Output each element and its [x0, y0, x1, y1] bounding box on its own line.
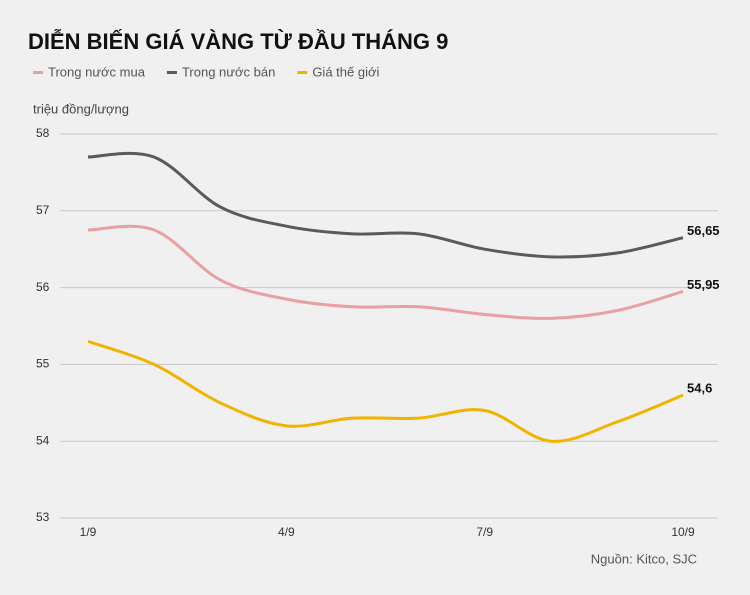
y-tick-label: 53 — [36, 510, 50, 524]
series-line — [87, 339, 684, 443]
x-tick-label: 10/9 — [671, 525, 695, 539]
legend-label: Trong nước bán — [182, 64, 275, 79]
x-tick-label: 7/9 — [476, 525, 493, 539]
y-tick-label: 55 — [36, 357, 50, 371]
value-label: 54,6 — [687, 381, 712, 396]
x-tick-label: 4/9 — [278, 525, 295, 539]
legend-swatch — [297, 71, 308, 74]
value-label: 55,95 — [687, 277, 720, 292]
y-tick-label: 57 — [36, 203, 50, 217]
legend-label: Giá thế giới — [312, 64, 379, 79]
legend-swatch — [166, 71, 177, 74]
series-line — [87, 224, 684, 320]
y-axis-label: triệu đồng/lượng — [33, 101, 129, 116]
chart-title: DIỄN BIẾN GIÁ VÀNG TỪ ĐẦU THÁNG 9 — [28, 28, 448, 54]
y-tick-label: 56 — [36, 280, 50, 294]
y-tick-label: 54 — [36, 433, 50, 447]
x-tick-label: 1/9 — [80, 525, 97, 539]
series-line — [87, 151, 684, 259]
legend-swatch — [33, 71, 43, 74]
y-tick-label: 58 — [36, 126, 50, 140]
value-label: 56,65 — [687, 223, 720, 238]
source: Nguồn: Kitco, SJC — [591, 551, 697, 566]
legend-label: Trong nước mua — [48, 64, 146, 79]
